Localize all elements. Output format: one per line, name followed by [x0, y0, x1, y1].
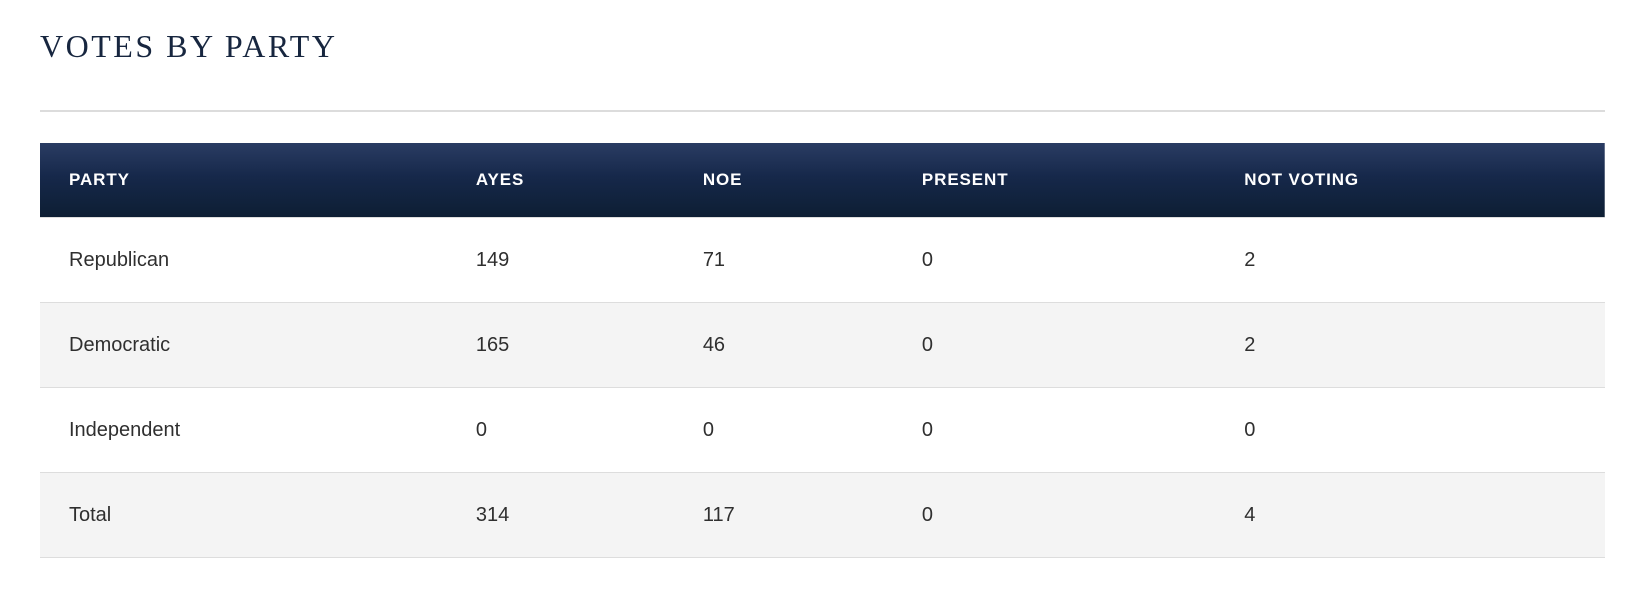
cell-ayes: 149: [475, 248, 510, 271]
cell-noe: 0: [702, 418, 714, 441]
cell-party: Republican: [69, 248, 170, 271]
cell-noe: 117: [702, 503, 735, 526]
cell-ayes: 165: [475, 333, 510, 356]
cell-party: Independent: [69, 418, 181, 441]
cell-present: 0: [921, 333, 934, 356]
cell-present: 0: [921, 503, 934, 526]
column-header-noe: NOE: [702, 170, 743, 190]
cell-ayes: 0: [475, 418, 488, 441]
table-row-independent: Independent 0 0 0 0: [40, 387, 1605, 473]
table-row-republican: Republican 149 71 0 2: [40, 217, 1605, 303]
cell-party: Democratic: [69, 333, 171, 356]
cell-present: 0: [921, 418, 934, 441]
cell-not-voting: 2: [1244, 333, 1256, 356]
cell-noe: 71: [702, 248, 726, 271]
cell-not-voting: 2: [1244, 248, 1256, 271]
column-header-not-voting: NOT VOTING: [1244, 170, 1360, 190]
table-header-row: PARTY AYES NOE PRESENT NOT VOTING: [40, 143, 1605, 218]
cell-not-voting: 0: [1244, 418, 1256, 441]
column-header-party: PARTY: [69, 170, 130, 190]
title-divider: [40, 110, 1605, 113]
cell-ayes: 314: [475, 503, 510, 526]
cell-noe: 46: [702, 333, 726, 356]
page-title: VOTES BY PARTY: [40, 28, 338, 64]
column-header-present: PRESENT: [921, 170, 1009, 190]
column-header-ayes: AYES: [475, 170, 525, 190]
cell-not-voting: 4: [1244, 503, 1256, 526]
table-row-total: Total 314 117 0 4: [40, 472, 1605, 558]
cell-present: 0: [921, 248, 934, 271]
cell-party: Total: [69, 503, 112, 526]
page-container: VOTES BY PARTY PARTY AYES NOE PRESENT NO…: [0, 27, 1649, 558]
votes-by-party-table: PARTY AYES NOE PRESENT NOT VOTING Republ…: [40, 143, 1605, 558]
table-row-democratic: Democratic 165 46 0 2: [40, 302, 1605, 388]
